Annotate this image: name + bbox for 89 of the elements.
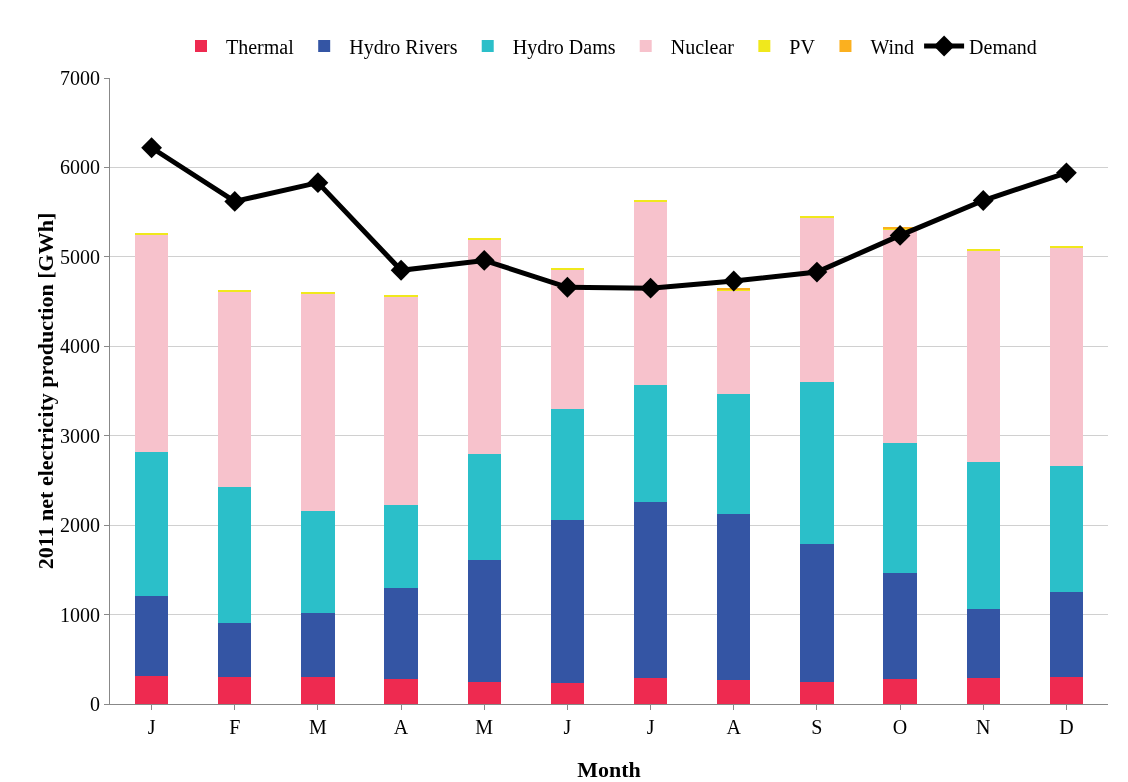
y-tick-label: 3000 (60, 424, 100, 447)
x-axis-title: Month (577, 757, 641, 782)
bar (883, 678, 917, 704)
x-tick-label: S (811, 716, 823, 738)
point (972, 190, 994, 211)
y-tick-label: 7000 (60, 67, 100, 89)
bar (1049, 592, 1084, 678)
bar (467, 681, 501, 704)
bar (550, 519, 585, 683)
bar (800, 681, 834, 704)
legend-label: Demand (969, 35, 1037, 58)
bar (717, 290, 751, 394)
y-axis-title: 2011 net electricity production [GWh] (33, 212, 58, 570)
point (141, 137, 162, 159)
point (224, 191, 246, 212)
bar (633, 384, 668, 502)
bar (633, 678, 668, 704)
legend-label: Hydro Rivers (349, 35, 458, 59)
x-tick-label: M (475, 716, 494, 738)
bar (550, 408, 585, 520)
bar (800, 217, 834, 383)
bar (966, 461, 1000, 610)
bar (384, 505, 418, 588)
point (640, 277, 661, 299)
bar (384, 678, 418, 704)
point (473, 250, 495, 271)
bar (467, 239, 501, 454)
bar (883, 572, 917, 679)
bar (550, 682, 585, 704)
bar (717, 679, 751, 704)
bar (134, 234, 169, 452)
point (723, 270, 745, 292)
x-tick-label: A (393, 716, 409, 738)
bar (467, 453, 501, 561)
x-tick-label: J (563, 716, 572, 738)
x-tick-label: J (147, 716, 156, 738)
bar (800, 382, 834, 544)
bar (218, 677, 252, 704)
legend-label: Wind (870, 35, 915, 58)
bar (301, 612, 335, 678)
x-tick-label: O (892, 716, 908, 738)
bar (717, 514, 751, 680)
bar (1049, 466, 1084, 593)
bar (301, 293, 335, 511)
bar (800, 543, 834, 682)
x-tick-label: M (309, 716, 328, 738)
point (806, 261, 828, 283)
bar (633, 201, 668, 385)
legend-label: Hydro Dams (512, 35, 616, 59)
y-tick-label: 6000 (60, 156, 100, 179)
bar (966, 250, 1000, 462)
bar (301, 677, 335, 704)
bar (1049, 247, 1084, 467)
x-tick-label: D (1059, 716, 1074, 738)
bar (966, 609, 1000, 679)
legend-label: Thermal (226, 35, 295, 58)
legend-label: PV (789, 35, 816, 58)
bar (1049, 677, 1084, 704)
y-tick-label: 1000 (60, 603, 100, 626)
y-tick-label: 4000 (60, 335, 100, 358)
legend-label: Nuclear (670, 35, 735, 58)
x-tick-label: J (646, 716, 655, 738)
y-tick-label: 2000 (60, 514, 100, 537)
bar (134, 676, 169, 704)
point (307, 172, 329, 194)
x-tick-label: A (726, 716, 742, 738)
point (390, 259, 412, 281)
bar (467, 560, 501, 682)
bar (550, 269, 585, 409)
bar (883, 229, 917, 443)
y-tick-label: 5000 (60, 245, 100, 268)
point (557, 276, 578, 298)
bar (883, 442, 917, 573)
bar (301, 510, 335, 613)
point (1056, 162, 1077, 184)
bar (966, 678, 1000, 704)
bar (218, 622, 252, 678)
bar (384, 296, 418, 506)
x-tick-label: N (976, 716, 991, 738)
x-tick-label: F (229, 716, 241, 738)
bar (218, 291, 252, 487)
bar (134, 595, 169, 677)
bar (218, 486, 252, 623)
point (889, 224, 911, 246)
y-tick-label: 0 (90, 693, 100, 715)
bar (633, 501, 668, 679)
bar (717, 393, 751, 515)
bar (384, 587, 418, 679)
bar (134, 451, 169, 596)
